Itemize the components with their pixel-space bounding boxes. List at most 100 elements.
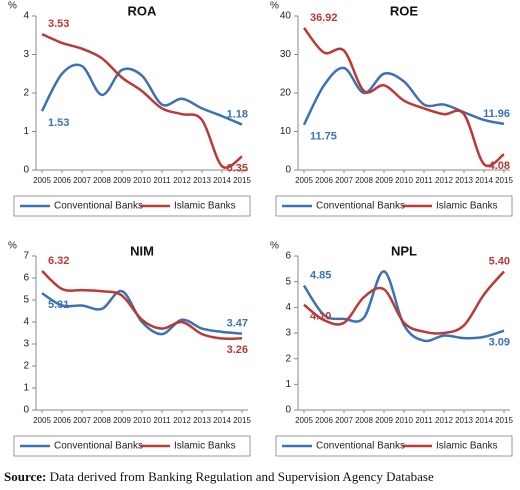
value-label: 1.53: [48, 117, 69, 129]
legend-label: Islamic Banks: [436, 201, 498, 212]
legend-label: Islamic Banks: [174, 441, 236, 452]
value-label: 11.96: [483, 108, 510, 120]
x-tick-label: 2015: [495, 176, 513, 185]
x-tick-label: 2005: [295, 176, 313, 185]
x-tick-label: 2011: [415, 176, 433, 185]
value-label: 3.53: [48, 18, 69, 30]
x-tick-label: 2007: [335, 416, 353, 425]
line-series: [41, 289, 243, 336]
y-tick-label: 10: [280, 126, 292, 137]
y-tick-label: 2: [285, 353, 291, 364]
value-label: 36.92: [310, 12, 338, 24]
source-text: Data derived from Banking Regulation and…: [50, 469, 434, 484]
value-label: 11.75: [310, 131, 337, 143]
line-series: [302, 66, 505, 126]
chart-title: ROE: [390, 3, 419, 18]
legend-box: [13, 435, 251, 457]
y-tick-label: 4: [23, 317, 29, 328]
legend-label: Conventional Banks: [316, 441, 405, 452]
x-tick-label: 2006: [53, 176, 71, 185]
value-label: 4.08: [489, 160, 510, 172]
x-tick-label: 2009: [375, 176, 393, 185]
legend-label: Islamic Banks: [174, 201, 236, 212]
y-unit: %: [8, 241, 17, 252]
x-tick-label: 2011: [153, 176, 171, 185]
line-series: [303, 27, 505, 168]
chart-title: NIM: [130, 243, 154, 258]
line-series: [40, 63, 243, 126]
y-tick-label: 6: [23, 273, 29, 284]
x-tick-label: 2011: [153, 416, 171, 425]
legend-label: Conventional Banks: [316, 201, 405, 212]
y-tick-label: 20: [280, 88, 292, 99]
y-tick-label: 6: [285, 251, 291, 262]
x-tick-label: 2013: [455, 416, 473, 425]
x-tick-label: 2006: [315, 416, 333, 425]
x-tick-label: 2013: [193, 416, 211, 425]
value-label: 1.18: [227, 108, 248, 120]
value-label: 3.09: [489, 337, 510, 349]
y-tick-label: 5: [285, 276, 291, 287]
y-tick-label: 30: [280, 49, 292, 60]
value-label: 4.10: [310, 311, 331, 323]
x-tick-label: 2008: [355, 416, 373, 425]
line-series: [302, 270, 505, 343]
value-label: 4.85: [310, 269, 331, 281]
x-tick-label: 2014: [213, 416, 231, 425]
x-tick-label: 2005: [295, 416, 313, 425]
y-tick-label: 1: [23, 126, 29, 137]
line-series: [303, 270, 505, 335]
y-tick-label: 3: [23, 339, 29, 350]
x-tick-label: 2014: [213, 176, 231, 185]
x-tick-label: 2015: [495, 416, 513, 425]
chart-title: NPL: [391, 243, 417, 258]
y-tick-label: 2: [23, 361, 29, 372]
y-tick-label: 0: [285, 165, 291, 176]
y-tick-label: 40: [280, 11, 292, 22]
x-tick-label: 2009: [375, 416, 393, 425]
x-tick-label: 2006: [315, 176, 333, 185]
x-tick-label: 2007: [73, 416, 91, 425]
x-tick-label: 2010: [395, 416, 413, 425]
y-tick-label: 0: [23, 165, 29, 176]
y-tick-label: 0: [285, 405, 291, 416]
legend-label: Islamic Banks: [436, 441, 498, 452]
x-tick-label: 2013: [193, 176, 211, 185]
x-tick-label: 2005: [33, 176, 51, 185]
x-tick-label: 2011: [415, 416, 433, 425]
y-tick-label: 3: [23, 49, 29, 60]
legend-box: [275, 195, 513, 217]
legend-box: [13, 195, 251, 217]
value-label: 3.47: [227, 318, 248, 330]
value-label: 0.35: [227, 162, 248, 174]
x-tick-label: 2007: [335, 176, 353, 185]
x-tick-label: 2012: [173, 176, 191, 185]
value-label: 3.26: [227, 344, 248, 356]
y-unit: %: [270, 1, 279, 12]
y-unit: %: [270, 241, 279, 252]
y-tick-label: 7: [23, 251, 29, 262]
chart-title: ROA: [128, 3, 158, 18]
x-tick-label: 2012: [435, 176, 453, 185]
x-tick-label: 2012: [435, 416, 453, 425]
y-tick-label: 3: [285, 328, 291, 339]
y-tick-label: 4: [23, 11, 29, 22]
y-tick-label: 1: [285, 379, 291, 390]
x-tick-label: 2008: [93, 416, 111, 425]
x-tick-label: 2006: [53, 416, 71, 425]
y-tick-label: 2: [23, 88, 29, 99]
x-tick-label: 2014: [475, 176, 493, 185]
source-label: Source:: [4, 469, 46, 484]
legend-box: [275, 435, 513, 457]
line-series: [41, 32, 243, 169]
y-tick-label: 1: [23, 383, 29, 394]
x-tick-label: 2009: [113, 416, 131, 425]
value-label: 5.31: [48, 299, 69, 311]
x-tick-label: 2008: [93, 176, 111, 185]
x-tick-label: 2010: [133, 416, 151, 425]
legend-label: Conventional Banks: [54, 201, 143, 212]
